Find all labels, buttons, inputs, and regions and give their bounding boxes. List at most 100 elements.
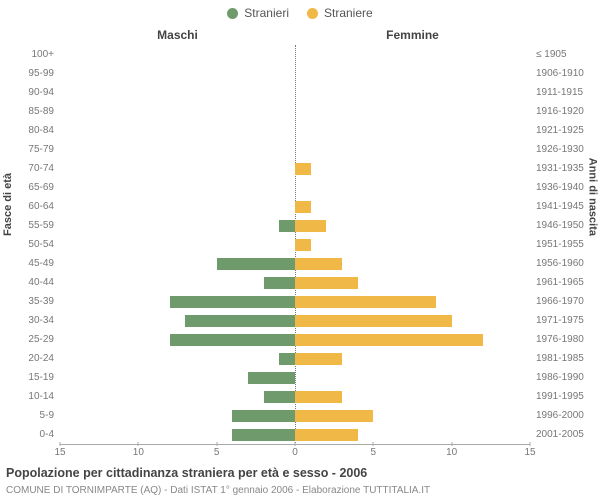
x-tick-line [60,442,61,446]
age-tick: 65-69 [28,183,54,193]
y-axis-right-title: Anni di nascita [586,158,598,236]
chart-caption: Popolazione per cittadinanza straniera p… [6,466,367,480]
female-half [295,102,530,121]
birthyear-tick: 1931-1935 [536,164,584,174]
x-tick-line [373,442,374,446]
female-bar [295,334,483,346]
male-half [60,331,295,350]
male-bar [170,334,295,346]
x-tick-label: 5 [214,447,220,458]
legend-swatch-female [307,8,318,19]
x-tick-label: 15 [54,447,65,458]
female-bar [295,220,326,232]
female-half [295,312,530,331]
table-row: 80-841921-1925 [60,121,530,140]
female-bar [295,353,342,365]
age-tick: 85-89 [28,107,54,117]
male-half [60,45,295,64]
chart-subcaption: COMUNE DI TORNIMPARTE (AQ) - Dati ISTAT … [6,485,430,496]
female-bar [295,277,358,289]
male-bar [279,220,295,232]
x-tick-label: 10 [446,447,457,458]
table-row: 50-541951-1955 [60,235,530,254]
table-row: 70-741931-1935 [60,159,530,178]
table-row: 35-391966-1970 [60,293,530,312]
female-bar [295,163,311,175]
age-tick: 15-19 [28,373,54,383]
female-bar [295,296,436,308]
female-bar [295,201,311,213]
male-half [60,274,295,293]
birthyear-tick: 1976-1980 [536,335,584,345]
plot-area: 100+≤ 190595-991906-191090-941911-191585… [60,45,530,445]
age-tick: 5-9 [40,411,54,421]
female-half [295,178,530,197]
age-tick: 70-74 [28,164,54,174]
y-axis-left-title: Fasce di età [2,173,14,236]
birthyear-tick: 2001-2005 [536,430,584,440]
table-row: 10-141991-1995 [60,388,530,407]
female-half [295,388,530,407]
table-row: 65-691936-1940 [60,178,530,197]
age-tick: 50-54 [28,240,54,250]
table-row: 25-291976-1980 [60,331,530,350]
table-row: 20-241981-1985 [60,350,530,369]
x-tick-line [530,442,531,446]
female-bar [295,315,452,327]
population-pyramid-chart: Stranieri Straniere Maschi Femmine Fasce… [0,0,600,500]
male-half [60,140,295,159]
table-row: 30-341971-1975 [60,312,530,331]
x-tick-label: 10 [133,447,144,458]
male-half [60,255,295,274]
top-axis-labels: Maschi Femmine [60,28,530,42]
birthyear-tick: 1966-1970 [536,297,584,307]
male-half [60,64,295,83]
female-half [295,197,530,216]
table-row: 75-791926-1930 [60,140,530,159]
female-half [295,83,530,102]
table-row: 60-641941-1945 [60,197,530,216]
age-tick: 95-99 [28,69,54,79]
female-bar [295,429,358,441]
male-half [60,312,295,331]
legend-label-male: Stranieri [244,6,289,20]
female-half [295,64,530,83]
male-half [60,197,295,216]
female-half [295,255,530,274]
table-row: 100+≤ 1905 [60,45,530,64]
male-bar [232,429,295,441]
table-row: 85-891916-1920 [60,102,530,121]
birthyear-tick: 1916-1920 [536,107,584,117]
male-half [60,121,295,140]
female-half [295,407,530,426]
age-tick: 0-4 [40,430,54,440]
birthyear-tick: 1906-1910 [536,69,584,79]
age-tick: 45-49 [28,259,54,269]
male-half [60,369,295,388]
female-half [295,140,530,159]
male-half [60,293,295,312]
birthyear-tick: 1981-1985 [536,354,584,364]
birthyear-tick: 1961-1965 [536,278,584,288]
female-half [295,159,530,178]
age-tick: 20-24 [28,354,54,364]
top-label-male: Maschi [60,28,295,42]
x-tick-line [216,442,217,446]
birthyear-tick: 1921-1925 [536,126,584,136]
x-tick-line [295,442,296,446]
male-bar [264,391,295,403]
table-row: 55-591946-1950 [60,216,530,235]
birthyear-tick: 1936-1940 [536,183,584,193]
female-half [295,369,530,388]
age-tick: 90-94 [28,88,54,98]
legend-label-female: Straniere [324,6,373,20]
male-bar [170,296,295,308]
male-half [60,83,295,102]
birthyear-tick: 1986-1990 [536,373,584,383]
x-tick-label: 15 [524,447,535,458]
female-half [295,293,530,312]
birthyear-tick: 1991-1995 [536,392,584,402]
female-half [295,426,530,445]
female-half [295,274,530,293]
male-bar [279,353,295,365]
